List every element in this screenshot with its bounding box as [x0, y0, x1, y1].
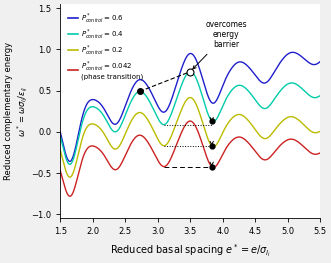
X-axis label: Reduced basal spacing $e^* =e/\sigma_{l_i}$: Reduced basal spacing $e^* =e/\sigma_{l_… — [110, 242, 271, 259]
Text: overcomes
energy
barrier: overcomes energy barrier — [193, 20, 247, 69]
Y-axis label: Reduced complementary energy
$\omega^* = \omega\sigma_{lj}/\epsilon_{lj}$: Reduced complementary energy $\omega^* =… — [4, 42, 30, 180]
Legend: $P^*_{control}=0.6$, $P^*_{control}=0.4$, $P^*_{control}=0.2$, $P^*_{control}=0.: $P^*_{control}=0.6$, $P^*_{control}=0.4$… — [66, 10, 145, 82]
